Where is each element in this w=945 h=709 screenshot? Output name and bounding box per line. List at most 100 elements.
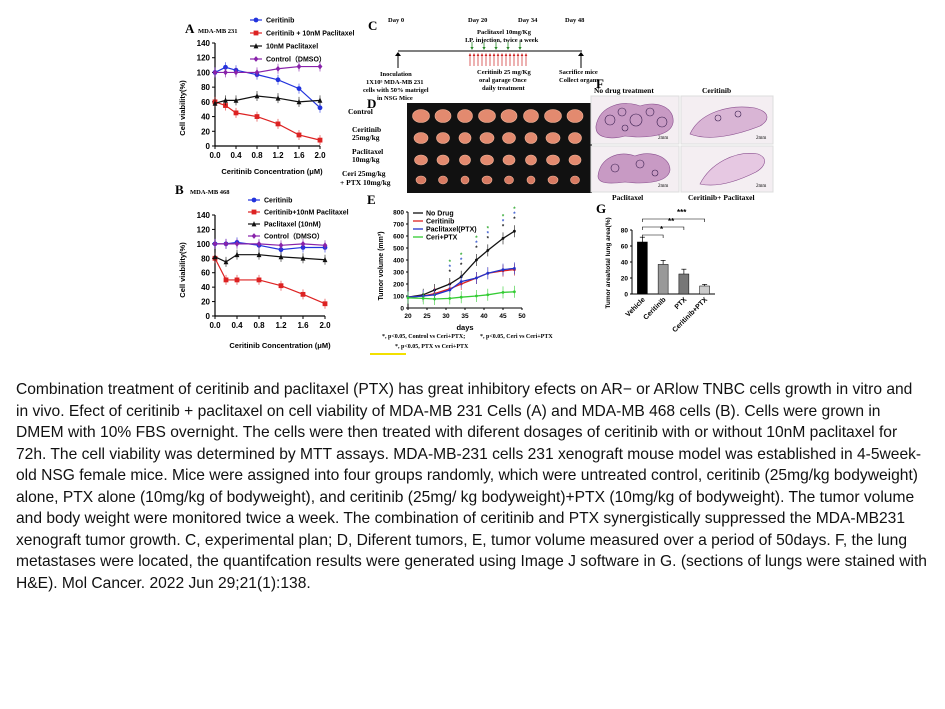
y-tick-label: 300 [393, 270, 404, 277]
legend-marker [253, 56, 259, 62]
panel-e-ylabel: Tumor volume (mm³) [378, 231, 385, 300]
significance-star: * [502, 219, 505, 225]
lung-tissue-combo [699, 153, 765, 186]
scale-bl: 2mm [658, 184, 668, 189]
timeline-day48: Day 48 [565, 17, 585, 24]
significance-star: * [460, 258, 463, 264]
significance-bracket [642, 218, 705, 222]
panel-a-letter: A [185, 21, 195, 36]
series-line [214, 101, 321, 141]
tumor [524, 132, 538, 144]
ptx-arrowhead [494, 47, 498, 50]
data-point [223, 240, 229, 247]
ptx-arrowhead [482, 47, 486, 50]
tumor [526, 175, 536, 185]
data-point [296, 98, 302, 105]
y-tick-label: 20 [201, 127, 210, 136]
significance-star: * [487, 231, 490, 237]
panel-e-note2: *, p<0.05, PTX vs Ceri+PTX [395, 344, 469, 350]
ceritinib-arrowhead [480, 53, 484, 56]
sig-1: * [660, 225, 664, 234]
significance-star: * [475, 236, 478, 242]
caption-text: Combination treatment of ceritinib and p… [16, 381, 927, 592]
x-tick-label: 20 [404, 313, 412, 320]
bar [657, 264, 669, 295]
data-point [234, 277, 240, 283]
inoc-2: 1X10⁵ MDA-MB 231 [366, 79, 424, 86]
data-point [501, 291, 505, 294]
data-point [223, 277, 229, 283]
lung-tissue-ceritinib [689, 106, 768, 138]
data-point [486, 271, 490, 275]
x-tick-label: 50 [518, 313, 526, 320]
tumor [478, 109, 496, 123]
panel-f: F No drug treatment Ceritinib 2mm 2mm 2m… [590, 76, 774, 202]
timeline-day34: Day 34 [518, 17, 538, 24]
significance-star: * [513, 212, 516, 218]
y-tick-label: 60 [621, 244, 629, 251]
data-point [296, 63, 302, 70]
y-tick-label: 40 [621, 260, 629, 267]
data-point [300, 291, 306, 297]
tumor [544, 109, 562, 123]
panel-b-xlabel: Ceritinib Concentration (μM) [229, 341, 331, 350]
y-tick-label: 20 [201, 298, 210, 307]
y-tick-label: 140 [197, 39, 211, 48]
x-tick-label: 1.6 [293, 151, 305, 160]
data-point [275, 121, 281, 127]
data-point [223, 103, 228, 108]
timeline-ptx-1: Paclitaxel 10mg/Kg [477, 29, 532, 36]
y-tick-label: 40 [201, 283, 210, 292]
data-point [233, 97, 239, 103]
y-tick-label: 0 [624, 292, 628, 299]
y-tick-label: 140 [197, 211, 211, 220]
sig-2: ** [668, 217, 675, 226]
data-point [475, 294, 478, 298]
data-point [275, 77, 281, 83]
x-tick-label: 2.0 [319, 321, 331, 330]
scale-tl: 2mm [658, 136, 668, 141]
panel-a: A MDA-MB 231 Cell viability(%) Ceritinib… [178, 18, 355, 177]
panel-e: E Tumor volume (mm³) days 0 100 200 300 400 5… [367, 192, 553, 355]
data-point [513, 290, 516, 294]
x-tick-label: 0.0 [209, 151, 221, 160]
lung-label-combo: Ceritinib+ Paclitaxel [688, 193, 755, 202]
panel-e-letter: E [367, 192, 376, 207]
lung-tissue-no-drug [595, 103, 674, 139]
tumor [570, 175, 580, 185]
metastases-no-drug [604, 107, 668, 132]
ceritinib-arrowhead [476, 53, 480, 56]
x-tick-label: 0.4 [231, 321, 243, 330]
tumor [458, 132, 472, 144]
ptx-injection-arrows [470, 42, 522, 50]
data-point [433, 297, 436, 301]
panel-d-letter: D [367, 96, 376, 111]
legend-marker [251, 197, 257, 203]
y-tick-label: 120 [197, 225, 211, 234]
tumor [566, 109, 584, 123]
data-point [233, 110, 239, 116]
tumor [568, 154, 582, 166]
ceritinib-arrowhead [496, 53, 500, 56]
tumor [436, 132, 450, 144]
data-point [234, 251, 240, 258]
y-tick-label: 600 [393, 234, 404, 241]
data-point [300, 255, 306, 261]
y-tick-label: 40 [201, 113, 210, 122]
legend-label: Ceritinib + 10nM Paclitaxel [266, 31, 355, 38]
legend-marker [253, 43, 259, 49]
row-label-ceritinib-1: Ceritinib [352, 125, 381, 134]
row-label-control: Control [348, 107, 373, 116]
x-tick-label: 25 [423, 313, 431, 320]
data-point [278, 283, 284, 289]
ceritinib-arrowhead [492, 53, 496, 56]
panel-d: D Control Ceritinib 25mg/kg Paclitaxel 1… [340, 96, 592, 193]
row-label-paclitaxel-2: 10mg/kg [352, 155, 380, 164]
data-point [278, 242, 284, 249]
y-tick-label: 800 [393, 210, 404, 217]
y-tick-label: 100 [197, 68, 211, 77]
legend-marker [253, 17, 259, 23]
panel-e-xlabel: days [456, 323, 473, 332]
y-tick-label: 700 [393, 222, 404, 229]
panel-g-ylabel: Tumor area/total lung area(%) [605, 217, 612, 308]
